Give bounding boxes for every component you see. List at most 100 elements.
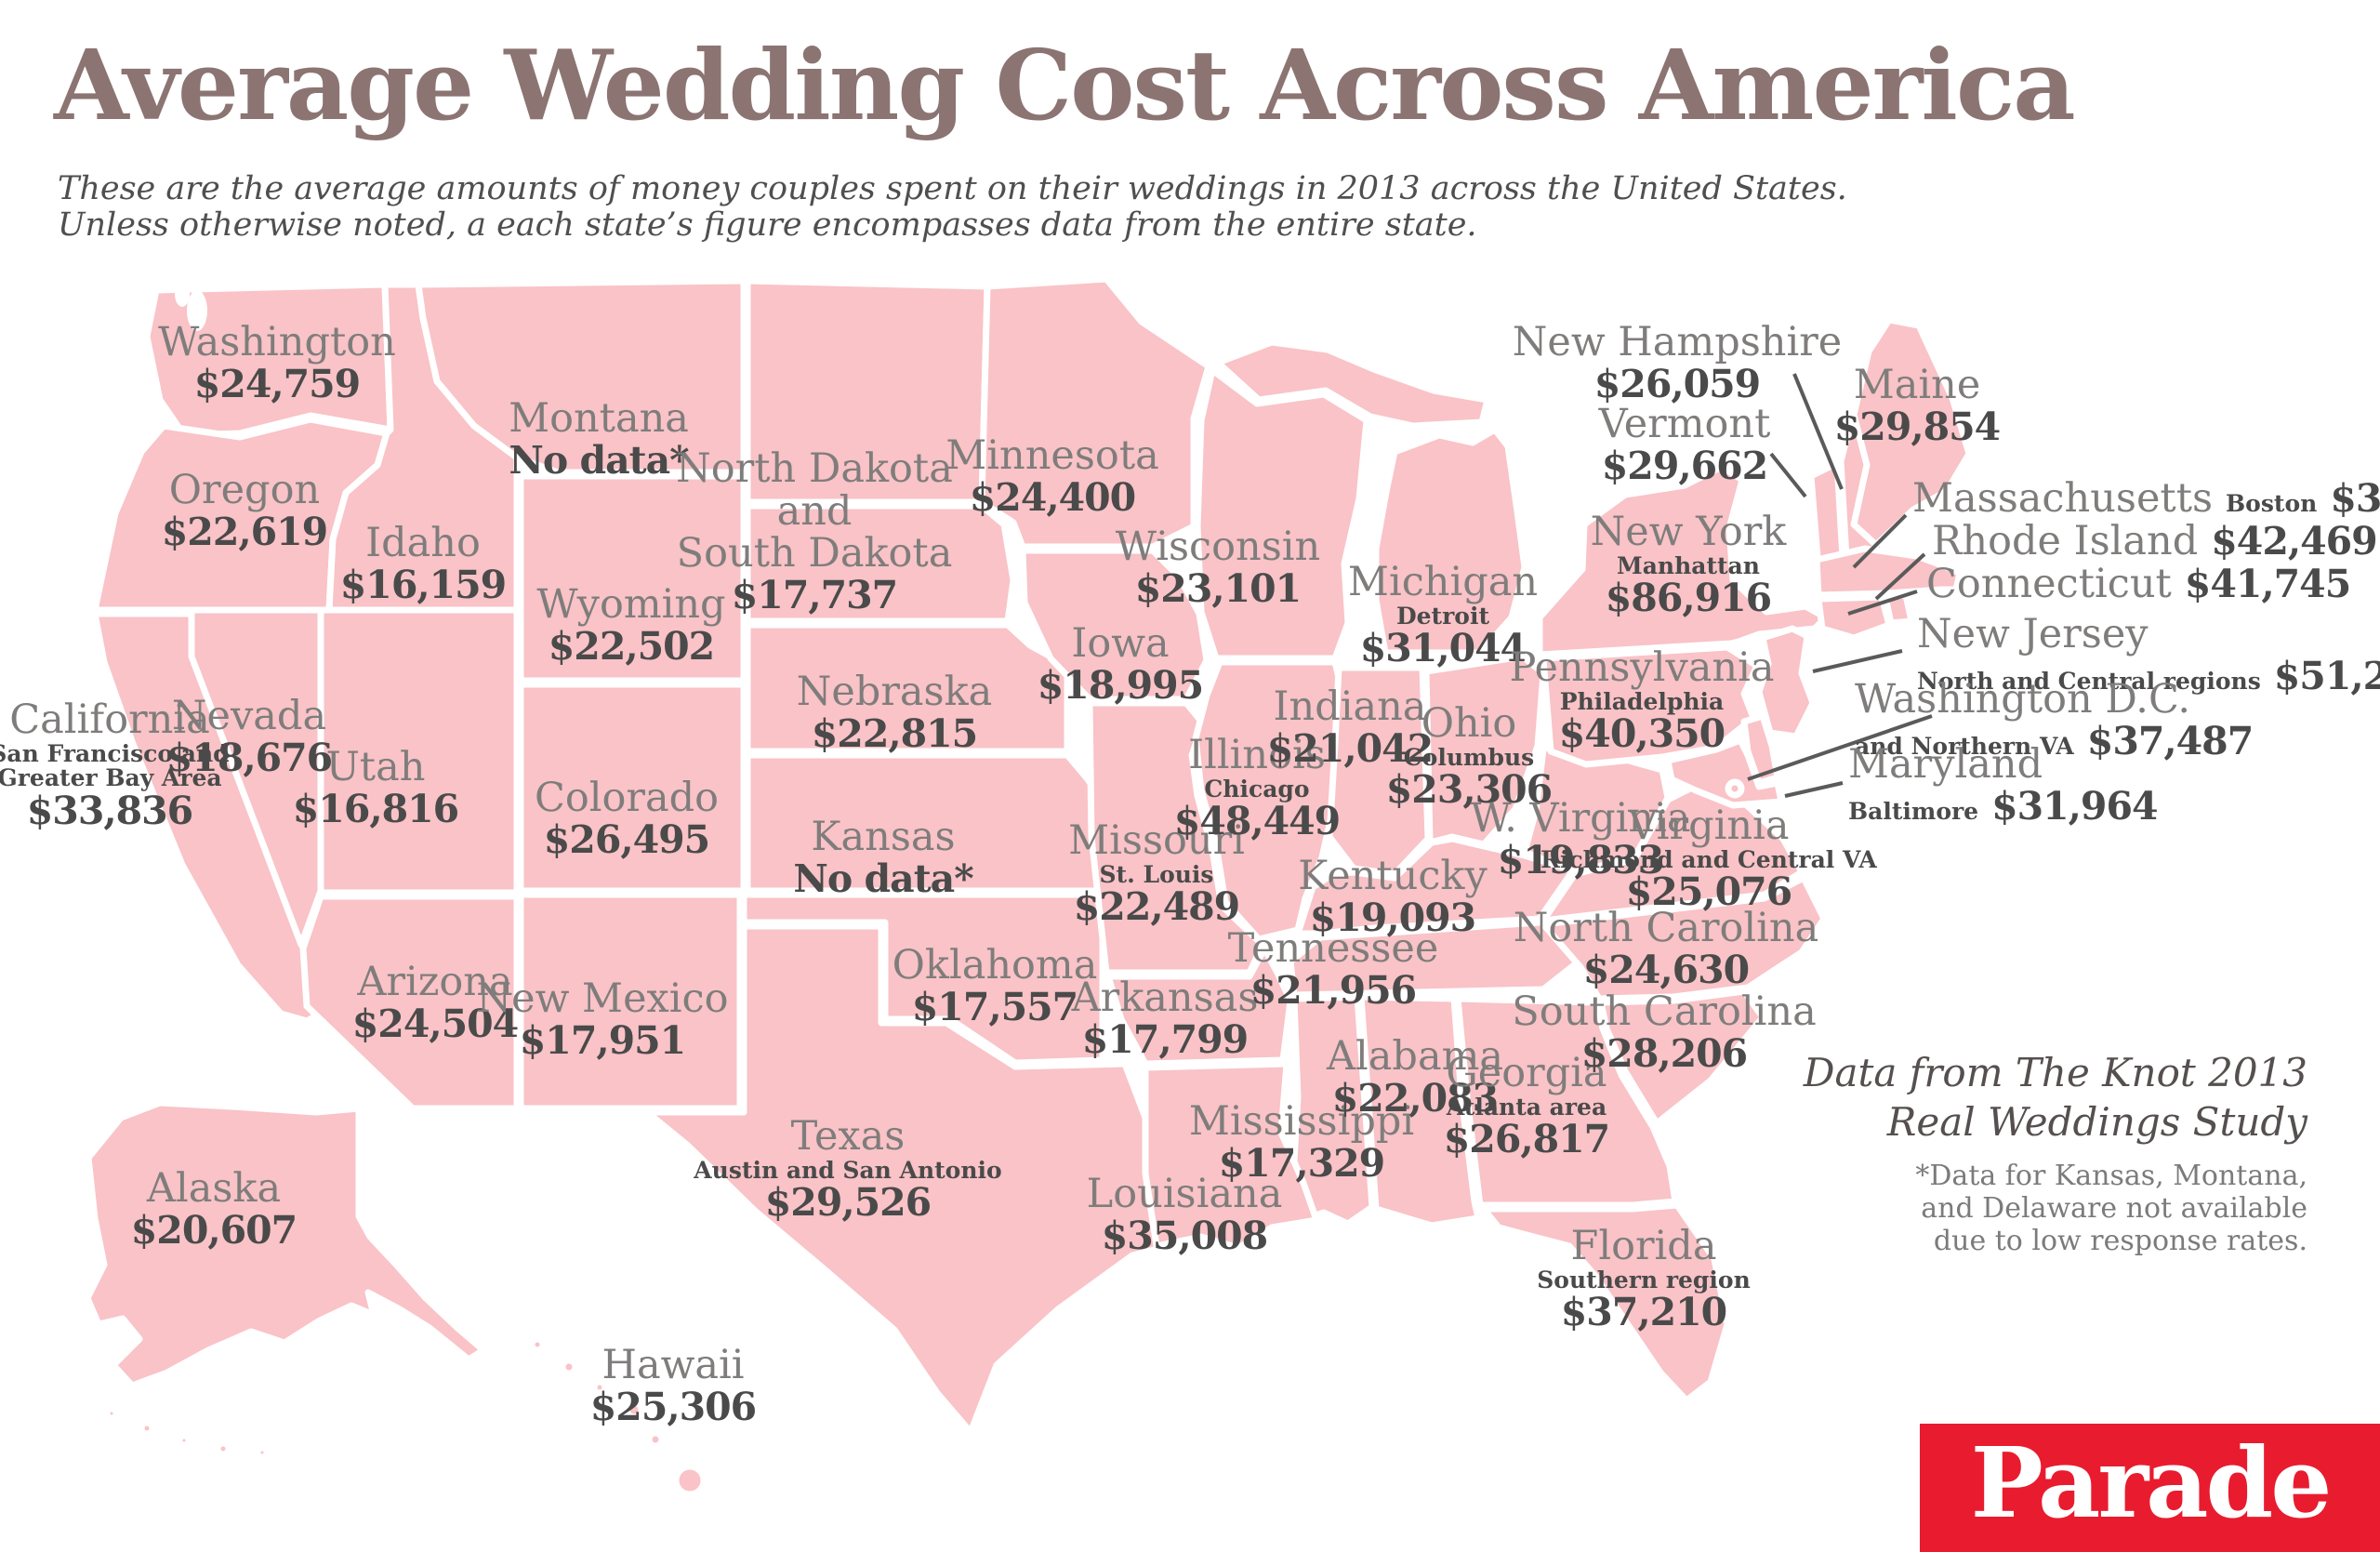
state-shape-virginia	[1540, 781, 1805, 924]
alabama-label: Alabama $22,083	[1326, 1033, 1504, 1121]
puget-sound-2	[175, 281, 190, 307]
washington-dc-label: Washington D.C. and Northern VA $37,487	[1855, 676, 2254, 763]
north-carolina-label: North Carolina $24,630	[1513, 905, 1819, 992]
state-shape-wyoming	[517, 472, 747, 684]
state-shape-massachusetts	[1813, 545, 1964, 599]
indiana-label: Indiana $21,042	[1266, 683, 1434, 771]
new-york-label: New York Manhattan $86,916	[1590, 509, 1787, 621]
maryland-label: Maryland Baltimore $31,964	[1848, 741, 2159, 829]
state-shape-colorado	[517, 681, 747, 895]
footnote-line-1: *Data for Kansas, Montana,	[1915, 1160, 2307, 1192]
minnesota-label: Minnesota $24,400	[945, 432, 1159, 520]
state-shape-maryland	[1664, 736, 1785, 809]
pointer-connecticut	[1847, 590, 1918, 616]
georgia-label: Georgia Atlanta area $26,817	[1443, 1050, 1610, 1162]
footnote-line-2: and Delaware not available	[1921, 1192, 2307, 1226]
state-shape-kentucky	[1294, 835, 1577, 937]
pointer-new-hampshire	[1792, 373, 1844, 490]
texas-label: Texas Austin and San Antonio $29,526	[694, 1113, 1002, 1226]
michigan-label: Michigan Detroit $31,044	[1347, 559, 1539, 671]
virginia-label: Virginia Richmond and Central VA $25,076	[1540, 803, 1877, 915]
nevada-label: Nevada $18,676	[165, 693, 333, 780]
state-shape-north-carolina	[1540, 874, 1828, 1002]
state-shape-minnesota	[978, 275, 1212, 550]
subtitle-line-1: These are the average amounts of money c…	[58, 170, 1847, 207]
wisconsin-label: Wisconsin $23,101	[1115, 524, 1321, 611]
footer: Data from The Knot 2013 Real Weddings St…	[1804, 1049, 2307, 1257]
state-shape-arkansas	[1104, 945, 1294, 1068]
parade-logo: Parade	[1920, 1424, 2380, 1552]
idaho-label: Idaho $16,159	[339, 520, 507, 607]
state-shape-michigan	[1372, 426, 1528, 657]
rhode-island-label: Rhode Island $42,469	[1932, 518, 2378, 564]
louisiana-label: Louisiana $35,008	[1086, 1171, 1283, 1258]
oregon-label: Oregon $22,619	[161, 467, 328, 554]
state-shape-montana	[415, 277, 747, 476]
state-shape-indiana	[1326, 664, 1432, 878]
nebraska-label: Nebraska $22,815	[796, 669, 993, 756]
ohio-label: Ohio Columbus $23,306	[1385, 700, 1553, 813]
pointer-new-jersey	[1812, 649, 1903, 673]
utah-label: Utah $16,816	[292, 744, 459, 831]
state-shape-pennsylvania	[1540, 643, 1761, 768]
dakotas-label: North Dakota and South Dakota $17,737	[676, 445, 953, 617]
washington-dc-dot	[1725, 778, 1745, 799]
state-shape-utah	[317, 606, 521, 896]
vermont-label: Vermont $29,662	[1598, 401, 1771, 488]
page-title: Average Wedding Cost Across America	[54, 28, 2076, 142]
pointer-washington-dc	[1747, 714, 1933, 781]
state-shape-alabama	[1357, 993, 1482, 1229]
pointer-lines	[1747, 373, 1933, 798]
state-shape-new-york	[1536, 463, 1830, 658]
iowa-label: Iowa $18,995	[1037, 620, 1204, 708]
pointer-maryland	[1784, 781, 1844, 798]
hawaii-label: Hawaii $25,306	[589, 1342, 757, 1429]
state-shape-georgia	[1454, 995, 1679, 1209]
state-shape-texas	[643, 922, 1201, 1436]
hawaii-islands	[528, 1335, 707, 1498]
state-shape-louisiana	[1142, 1060, 1320, 1252]
california-label: California San Francisco and Greater Bay A…	[0, 696, 230, 833]
maine-label: Maine $29,854	[1833, 362, 2001, 449]
oklahoma-label: Oklahoma $17,557	[892, 942, 1098, 1029]
state-shape-new-mexico	[517, 891, 744, 1112]
footnote-line-3: due to low response rates.	[1933, 1225, 2307, 1258]
west-virginia-label: W. Virginia $19,833	[1470, 795, 1691, 882]
alaska-label: Alaska $20,607	[130, 1165, 298, 1253]
source-credit-line-1: Data from The Knot 2013	[1803, 1050, 2307, 1095]
state-shape-wisconsin	[1194, 366, 1370, 662]
pointer-massachusetts	[1852, 513, 1908, 569]
south-carolina-label: South Carolina $28,206	[1512, 988, 1817, 1076]
florida-label: Florida Southern region $37,210	[1537, 1223, 1751, 1335]
arkansas-label: Arkansas $17,799	[1071, 975, 1259, 1062]
source-credit-line-2: Real Weddings Study	[1886, 1098, 2307, 1145]
state-shape-maine	[1850, 316, 1973, 549]
state-shape-alaska	[84, 1099, 487, 1389]
new-mexico-label: New Mexico $17,951	[476, 975, 729, 1063]
state-shape-new-jersey	[1755, 625, 1817, 740]
new-jersey-label: New Jersey North and Central regions $51,2…	[1917, 611, 2380, 698]
state-shape-michigan-upper	[1214, 338, 1491, 430]
aleutian-islands	[103, 1405, 271, 1461]
arizona-label: Arizona $24,504	[351, 959, 519, 1046]
connecticut-label: Connecticut $41,745	[1926, 561, 2351, 607]
missouri-label: Missouri St. Louis $22,489	[1068, 817, 1245, 930]
state-shape-arizona	[299, 893, 521, 1112]
state-shape-iowa	[1019, 547, 1210, 703]
state-shapes	[84, 275, 1973, 1498]
tennessee-label: Tennessee $21,956	[1227, 925, 1439, 1013]
new-hampshire-label: New Hampshire $26,059	[1512, 319, 1843, 406]
state-shape-florida	[1480, 1201, 1731, 1404]
puget-sound	[187, 290, 207, 331]
pointer-rhode-island	[1874, 552, 1926, 601]
montana-label: Montana No data*	[509, 395, 690, 483]
mississippi-label: Mississippi $17,329	[1188, 1098, 1415, 1186]
state-shape-mississippi	[1287, 993, 1376, 1227]
parade-logo-text: Parade	[1970, 1426, 2333, 1540]
subtitle-line-2: Unless otherwise noted, a each state’s f…	[58, 206, 1477, 244]
washington-label: Washington $24,759	[158, 319, 396, 406]
colorado-label: Colorado $26,495	[534, 775, 720, 862]
